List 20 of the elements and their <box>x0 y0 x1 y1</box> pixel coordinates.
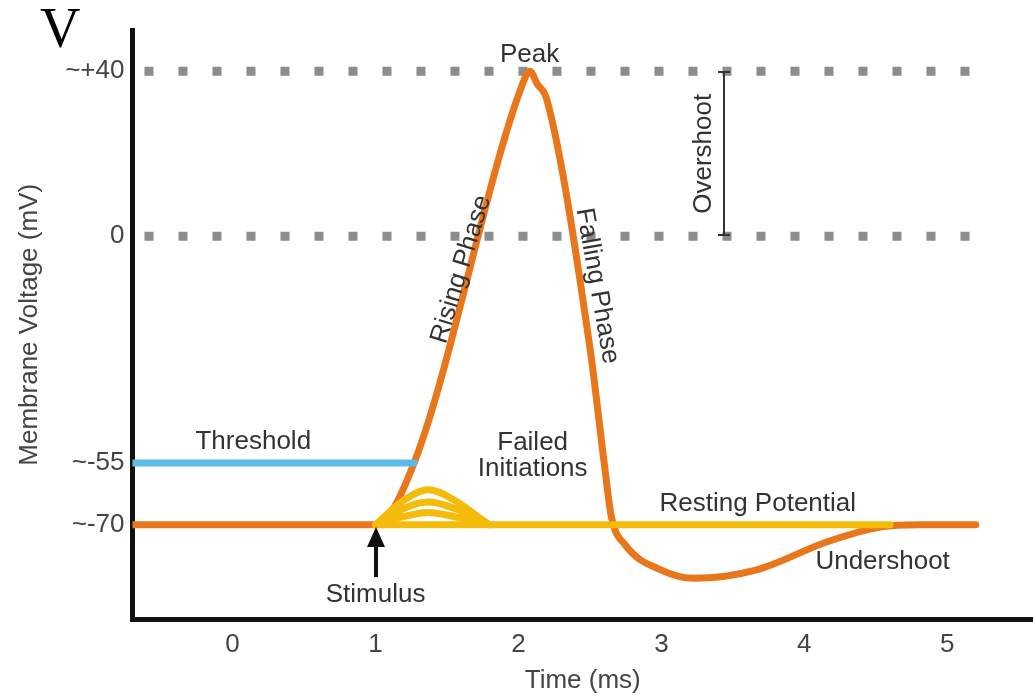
annotation: Stimulus <box>325 578 426 609</box>
y-tick-label: 0 <box>110 219 125 250</box>
y-tick-label: ~-55 <box>71 446 125 477</box>
series-label: Resting Potential <box>659 486 857 517</box>
x-tick-label: 5 <box>940 628 955 659</box>
x-tick-label: 2 <box>511 628 526 659</box>
x-tick-label: 1 <box>368 628 383 659</box>
y-tick-label: ~-70 <box>71 507 125 538</box>
annotation: Undershoot <box>815 544 951 575</box>
annotation: Overshoot <box>687 93 718 214</box>
series-label: Threshold <box>195 425 312 456</box>
x-tick-label: 4 <box>797 628 812 659</box>
annotation: Peak <box>499 37 561 68</box>
annotation: Rising Phase <box>422 191 497 347</box>
x-tick-label: 0 <box>225 628 240 659</box>
series-label: Failed Initiations <box>477 425 588 482</box>
x-tick-label: 3 <box>654 628 669 659</box>
annotation: Falling Phase <box>570 205 628 366</box>
y-axis-title: Membrane Voltage (mV) <box>12 183 43 466</box>
x-axis-title: Time (ms) <box>524 663 641 694</box>
